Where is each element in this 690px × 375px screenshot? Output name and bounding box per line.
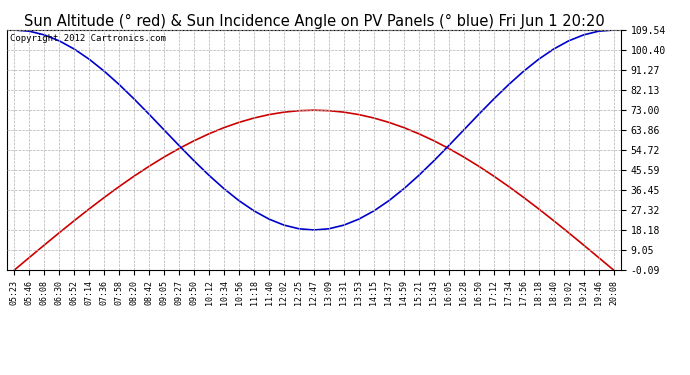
Text: Copyright 2012 Cartronics.com: Copyright 2012 Cartronics.com (10, 34, 166, 43)
Title: Sun Altitude (° red) & Sun Incidence Angle on PV Panels (° blue) Fri Jun 1 20:20: Sun Altitude (° red) & Sun Incidence Ang… (23, 14, 604, 29)
